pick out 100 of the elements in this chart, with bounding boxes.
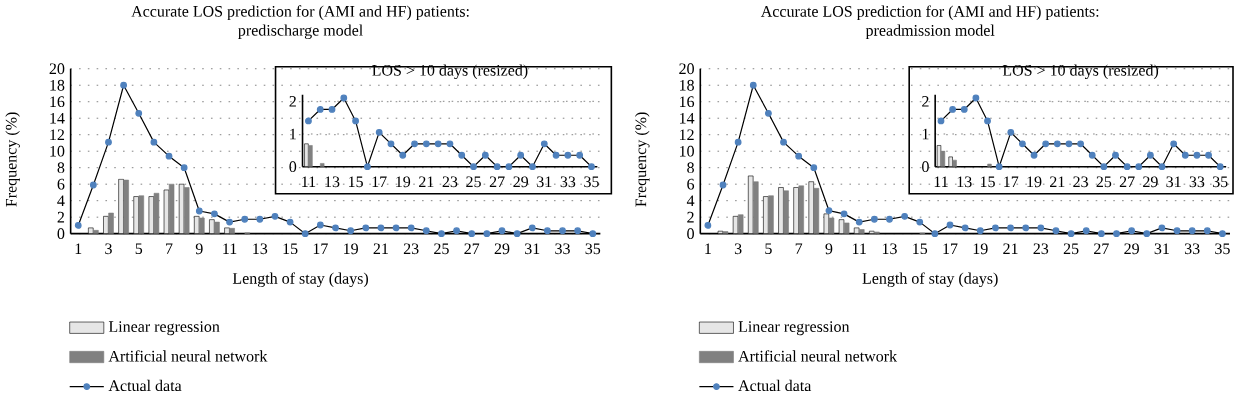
y-tick-label: 0	[687, 228, 694, 240]
x-tick-label: 21	[1050, 176, 1065, 188]
x-tick-label: 27	[464, 243, 480, 255]
y-tick-label: 18	[679, 80, 694, 91]
x-tick-label: 1	[75, 243, 82, 255]
y-tick-label: 6	[57, 179, 65, 190]
y-tick-label: 14	[679, 113, 695, 124]
x-tick-label: 7	[166, 243, 173, 255]
x-tick-label: 13	[253, 243, 268, 255]
x-tick-label: 15	[980, 176, 995, 188]
x-tick-label: 9	[195, 243, 203, 255]
y-tick-label: 0	[289, 161, 297, 173]
y-tick-label: 2	[687, 212, 694, 223]
x-tick-label: 13	[882, 243, 897, 255]
x-tick-label: 5	[765, 243, 772, 255]
x-tick-label: 23	[442, 176, 458, 188]
x-tick-label: 21	[419, 176, 434, 188]
x-tick-label: 31	[1166, 176, 1181, 188]
x-tick-label: 29	[1143, 176, 1158, 188]
y-tick-label: 0	[922, 161, 929, 173]
x-tick-label: 33	[555, 243, 570, 255]
x-tick-label: 15	[283, 243, 298, 255]
y-tick-label: 0	[57, 228, 65, 240]
x-tick-label: 15	[913, 243, 928, 255]
x-tick-label: 17	[372, 176, 387, 188]
chart-title: Accurate LOS prediction for (AMI and HF) patients:	[131, 5, 469, 21]
y-tick-label: 12	[50, 129, 65, 141]
x-tick-label: 33	[560, 176, 576, 188]
x-axis-title: Length of stay (days)	[232, 272, 368, 288]
x-tick-label: 17	[313, 243, 328, 255]
y-axis-title: Frequency (%)	[5, 112, 20, 207]
x-tick-label: 25	[1063, 243, 1079, 255]
x-tick-label: 31	[1154, 243, 1169, 255]
y-tick-label: 2	[57, 212, 65, 223]
x-tick-label: 23	[1073, 176, 1088, 188]
x-tick-label: 27	[489, 176, 505, 188]
x-tick-label: 25	[434, 243, 449, 255]
x-tick-label: 29	[494, 243, 510, 255]
x-tick-label: 11	[852, 243, 866, 255]
x-tick-label: 35	[585, 243, 601, 255]
y-tick-label: 8	[57, 162, 65, 174]
y-tick-label: 16	[50, 96, 65, 108]
x-tick-label: 23	[403, 243, 419, 255]
x-tick-label: 17	[943, 243, 958, 255]
y-tick-label: 16	[679, 96, 695, 108]
y-tick-label: 4	[57, 195, 65, 207]
x-tick-label: 17	[1004, 176, 1019, 188]
x-tick-label: 3	[734, 243, 742, 255]
y-tick-label: 6	[687, 179, 695, 190]
x-tick-label: 23	[1033, 243, 1049, 255]
y-tick-label: 14	[50, 113, 65, 124]
x-tick-label: 29	[513, 176, 529, 188]
y-tick-label: 4	[686, 195, 695, 207]
x-tick-label: 13	[325, 176, 340, 188]
legend-label: Artificial neural network	[108, 350, 268, 362]
x-tick-label: 25	[466, 176, 481, 188]
x-tick-label: 35	[1212, 176, 1228, 188]
x-tick-label: 35	[1215, 243, 1230, 255]
legend-label: Linear regression	[108, 321, 220, 336]
legend-label: Actual data	[738, 380, 812, 392]
x-tick-label: 1	[705, 243, 711, 255]
chart-title: Accurate LOS prediction for (AMI and HF) patients:	[760, 5, 1099, 21]
x-tick-label: 3	[105, 243, 112, 255]
x-tick-label: 19	[973, 243, 988, 255]
y-tick-label: 20	[49, 63, 65, 75]
x-tick-label: 19	[344, 243, 358, 255]
chart-subtitle: preadmission model	[865, 24, 995, 40]
x-tick-label: 11	[302, 176, 316, 188]
x-tick-label: 31	[537, 176, 552, 188]
chart-subtitle: predischarge model	[238, 24, 363, 40]
y-tick-label: 12	[679, 129, 694, 141]
x-tick-label: 21	[1003, 243, 1018, 255]
x-tick-label: 5	[135, 243, 143, 255]
x-tick-label: 29	[1124, 243, 1139, 255]
x-tick-label: 11	[223, 243, 237, 255]
y-tick-label: 2	[922, 96, 929, 107]
x-tick-label: 7	[795, 243, 803, 255]
y-tick-label: 20	[679, 63, 694, 75]
x-tick-label: 19	[396, 176, 411, 188]
y-tick-label: 10	[679, 146, 694, 157]
y-tick-label: 2	[289, 96, 296, 107]
x-axis-title: Length of stay (days)	[862, 272, 998, 288]
y-tick-label: 8	[687, 162, 694, 174]
legend-label: Linear regression	[738, 321, 850, 336]
x-tick-label: 31	[525, 243, 540, 255]
x-tick-label: 15	[349, 176, 363, 188]
x-tick-label: 25	[1096, 176, 1112, 188]
x-tick-label: 9	[825, 243, 833, 255]
x-tick-label: 33	[1189, 176, 1205, 188]
x-tick-label: 13	[957, 176, 972, 188]
y-tick-label: 10	[50, 146, 65, 157]
x-tick-label: 27	[1094, 243, 1109, 255]
x-tick-label: 27	[1119, 176, 1135, 188]
x-tick-label: 19	[1027, 176, 1042, 188]
x-tick-label: 11	[934, 176, 948, 188]
y-tick-label: 18	[50, 80, 65, 91]
legend-label: Artificial neural network	[738, 350, 898, 362]
y-tick-label: 1	[922, 128, 929, 140]
x-tick-label: 35	[584, 176, 599, 188]
x-tick-label: 33	[1184, 243, 1200, 255]
